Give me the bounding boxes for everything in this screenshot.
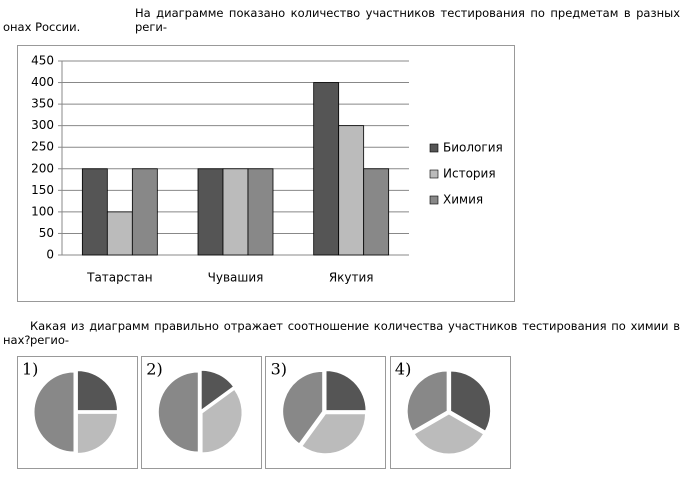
bar <box>197 168 224 256</box>
intro-line: онах России. <box>3 20 81 34</box>
pie-slice <box>282 370 324 445</box>
pie-slice <box>157 371 199 453</box>
pie-slice <box>325 370 367 412</box>
y-tick-label: 300 <box>31 118 54 132</box>
pie-slice <box>76 370 118 412</box>
pie-slice <box>201 388 243 454</box>
bar <box>106 211 133 256</box>
x-tick-label: Якутия <box>329 271 374 285</box>
y-tick-label: 450 <box>31 54 54 68</box>
pie-slice <box>200 369 235 412</box>
pie-slice <box>413 413 485 455</box>
bar <box>363 168 390 256</box>
question-line: нах? <box>3 333 31 347</box>
option-frame <box>265 356 386 469</box>
option-frame <box>390 356 511 469</box>
pie-slice <box>406 370 448 432</box>
y-tick-label: 200 <box>31 161 54 175</box>
bar <box>338 125 365 256</box>
intro-line: На диаграмме показано количество участни… <box>135 6 680 34</box>
legend-swatch <box>429 169 439 179</box>
pie-slice <box>76 412 118 454</box>
legend-label: Химия <box>443 193 483 207</box>
y-tick-label: 250 <box>31 140 54 154</box>
x-tick-label: Чувашия <box>208 271 264 285</box>
x-tick-label: Татарстан <box>86 271 152 285</box>
y-tick-label: 400 <box>31 75 54 89</box>
bar <box>247 168 274 256</box>
legend-swatch <box>429 195 439 205</box>
option-label: 2) <box>146 360 162 379</box>
option-label: 4) <box>395 360 411 379</box>
pie-slice <box>301 413 367 455</box>
option-label: 3) <box>271 360 287 379</box>
option-label: 1) <box>22 360 38 379</box>
y-tick-label: 150 <box>31 183 54 197</box>
bar <box>222 168 249 256</box>
bar <box>131 168 158 256</box>
question-line: Какая из диаграмм правильно отражает соо… <box>30 319 680 347</box>
y-tick-label: 350 <box>31 97 54 111</box>
bar <box>313 82 340 256</box>
legend-label: Биология <box>443 141 503 155</box>
legend-label: История <box>443 167 496 181</box>
y-tick-label: 0 <box>46 248 54 262</box>
bar <box>81 168 108 256</box>
option-frame <box>141 356 262 469</box>
option-frame <box>17 356 138 469</box>
pie-slice <box>33 371 75 453</box>
y-tick-label: 100 <box>31 204 54 218</box>
chart-frame <box>17 45 515 302</box>
y-tick-label: 50 <box>39 226 54 240</box>
pie-slice <box>450 370 492 432</box>
legend-swatch <box>429 143 439 153</box>
